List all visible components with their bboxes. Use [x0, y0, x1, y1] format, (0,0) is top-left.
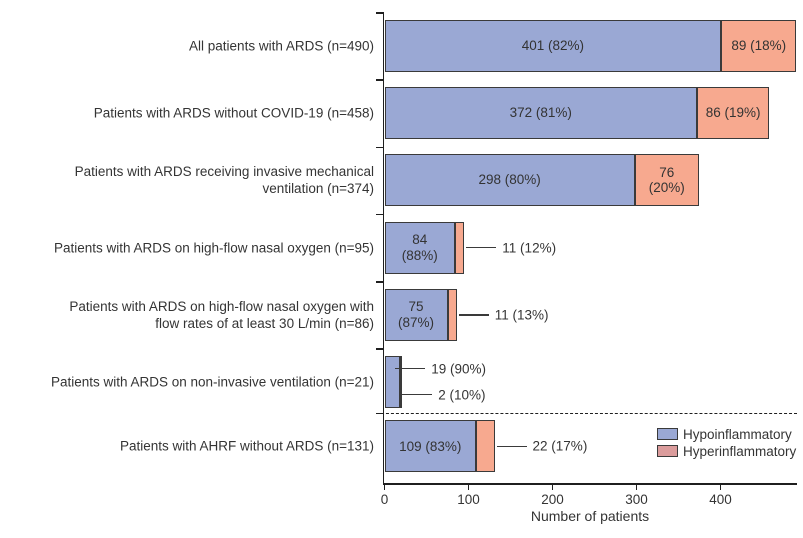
- category-label-line: flow rates of at least 30 L/min (n=86): [155, 315, 374, 331]
- bar-segment-hypoinflammatory: [384, 221, 456, 274]
- bar-value-label-hyper: 22 (17%): [532, 438, 588, 454]
- bar-value-label-hypo: 75 (87%): [385, 289, 448, 341]
- category-label: Patients with ARDS without COVID-19 (n=4…: [0, 104, 374, 121]
- x-tick-label: 400: [709, 492, 732, 507]
- legend-label-hyper: Hyperinflammatory: [683, 443, 797, 459]
- category-label-line: Patients with ARDS on high-flow nasal ox…: [53, 240, 374, 255]
- y-axis-tick: [375, 146, 383, 149]
- bar-value-label-hypo: 109 (83%): [385, 420, 477, 472]
- bar-value-label-hyper: 76 (20%): [635, 154, 699, 206]
- category-label-line: All patients with ARDS (n=490): [189, 38, 374, 54]
- legend-item-hyperinflammatory: Hyperinflammatory: [657, 443, 796, 459]
- bar-value-line: (88%): [401, 247, 438, 263]
- category-label: Patients with AHRF without ARDS (n=131): [0, 438, 374, 455]
- y-axis-tick: [375, 213, 383, 216]
- x-axis-tick: [719, 483, 722, 490]
- bar-segment-hypoinflammatory: [384, 19, 722, 72]
- bar-value-line: 84: [412, 232, 428, 247]
- category-label: Patients with ARDS receiving invasive me…: [0, 163, 374, 197]
- bar-segment-hyperinflammatory: [696, 86, 770, 139]
- y-axis-tick: [375, 12, 383, 14]
- category-label-line: Patients with ARDS on high-flow nasal ox…: [69, 298, 374, 314]
- x-axis-tick: [551, 483, 554, 490]
- bar-segment-hypoinflammatory: [384, 356, 401, 409]
- bar-value-label-hyper: 89 (18%): [721, 20, 796, 72]
- dashed-divider-line: [375, 412, 797, 414]
- category-label-line: Patients with ARDS without COVID-19 (n=4…: [93, 105, 374, 121]
- leader-line-hyper: [466, 246, 497, 249]
- legend-swatch-hypo: [657, 428, 678, 440]
- bar-value-label-hyper: 11 (12%): [502, 240, 557, 255]
- legend-label-hypo: Hypoinflammatory: [683, 426, 792, 442]
- legend: Hypoinflammatory Hyperinflammatory: [657, 426, 796, 460]
- bar-segment-hyperinflammatory: [400, 356, 403, 409]
- bar-value-line: (20%): [648, 180, 685, 196]
- bar-value-line: 372 (81%): [509, 105, 572, 121]
- x-axis-tick: [635, 483, 638, 490]
- bar-value-line: 75: [408, 299, 424, 315]
- bar-segment-hyperinflammatory: [634, 154, 699, 207]
- x-axis-tick: [467, 483, 470, 490]
- bar-segment-hypoinflammatory: [384, 86, 697, 139]
- leader-line-hypo: [395, 367, 426, 370]
- bar-value-label-hypo: 84 (88%): [385, 222, 456, 274]
- bar-segment-hyperinflammatory: [721, 19, 797, 72]
- leader-line-hyper: [496, 445, 527, 448]
- y-axis-line: [382, 12, 385, 483]
- leader-line-hyper: [402, 393, 433, 396]
- bar-value-label-hypo: 372 (81%): [385, 87, 697, 139]
- bar-segment-hyperinflammatory: [455, 221, 465, 274]
- bar-value-label-hyper: 86 (19%): [697, 87, 769, 139]
- category-label: Patients with ARDS on high-flow nasal ox…: [0, 239, 374, 256]
- category-label-line: Patients with ARDS receiving invasive me…: [74, 164, 374, 180]
- bar-segment-hyperinflammatory: [447, 288, 457, 341]
- bar-value-label-hypo: 19 (90%): [431, 361, 487, 377]
- bar-value-line: 401 (82%): [521, 37, 585, 53]
- legend-swatch-hyper: [657, 445, 678, 457]
- x-tick-label: 100: [457, 492, 480, 507]
- bar-value-line: 89 (18%): [731, 37, 787, 53]
- y-axis-tick: [375, 348, 383, 351]
- category-label-line: Patients with AHRF without ARDS (n=131): [120, 438, 374, 454]
- bar-value-line: 298 (80%): [478, 172, 541, 188]
- bar-segment-hyperinflammatory: [476, 420, 495, 473]
- bar-value-label-hypo: 298 (80%): [385, 154, 635, 206]
- category-label: Patients with ARDS on high-flow nasal ox…: [0, 298, 374, 332]
- category-label: All patients with ARDS (n=490): [0, 37, 374, 54]
- bar-segment-hypoinflammatory: [384, 420, 477, 473]
- bar-value-label-hyper: 2 (10%): [438, 387, 486, 403]
- category-label-line: ventilation (n=374): [262, 181, 374, 197]
- y-axis-tick: [375, 281, 383, 283]
- x-axis-title: Number of patients: [530, 508, 650, 524]
- bar-value-label-hypo: 401 (82%): [385, 20, 722, 72]
- legend-item-hypoinflammatory: Hypoinflammatory: [657, 426, 796, 442]
- y-axis-tick: [375, 79, 383, 81]
- x-tick-label: 0: [380, 492, 389, 507]
- bar-value-line: 109 (83%): [399, 438, 462, 454]
- category-label: Patients with ARDS on non-invasive venti…: [0, 374, 374, 391]
- bar-value-label-hyper: 11 (13%): [494, 307, 549, 323]
- x-axis-tick: [383, 483, 386, 490]
- bar-value-line: 76: [659, 164, 675, 180]
- x-tick-label: 200: [541, 492, 564, 507]
- x-tick-label: 300: [625, 492, 648, 507]
- category-label-line: Patients with ARDS on non-invasive venti…: [50, 374, 374, 390]
- bar-value-line: 86 (19%): [705, 105, 761, 121]
- bar-segment-hypoinflammatory: [384, 288, 448, 341]
- x-axis-line: [382, 483, 797, 485]
- bar-segment-hypoinflammatory: [384, 154, 635, 207]
- leader-line-hyper: [458, 313, 489, 316]
- bar-value-line: (87%): [397, 314, 434, 330]
